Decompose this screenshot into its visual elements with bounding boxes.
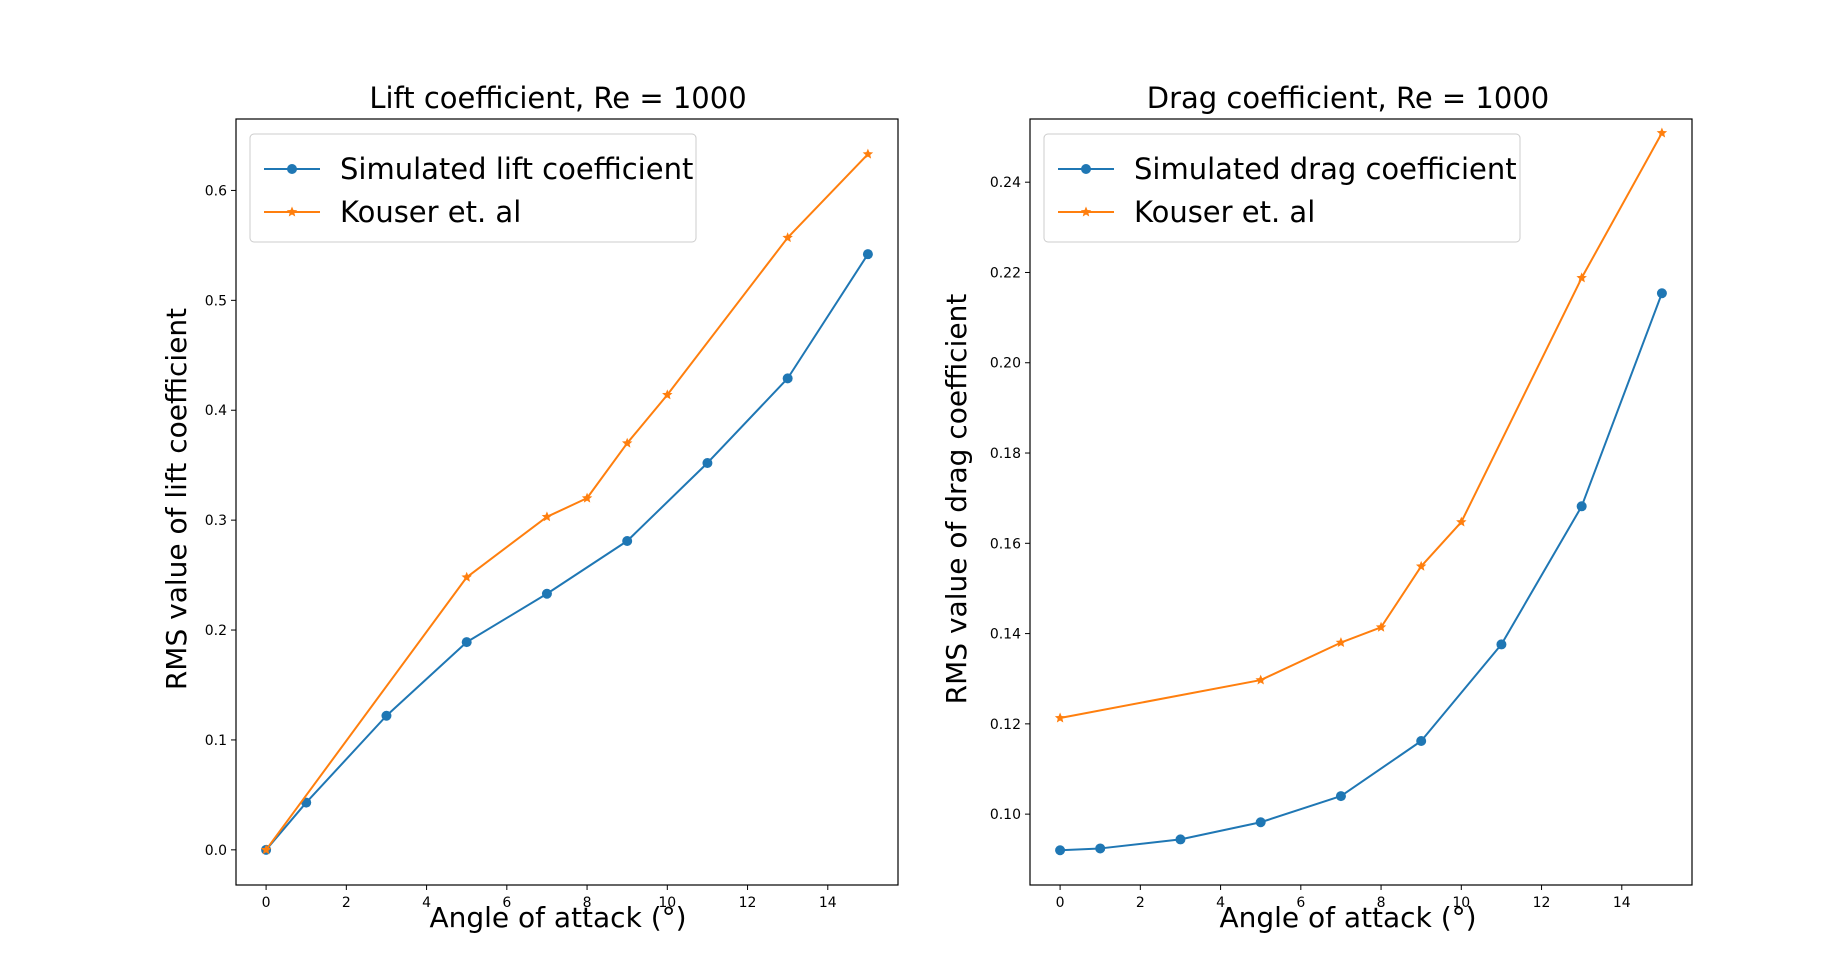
- series-line: [1060, 292, 1663, 852]
- y-tick-label: 0.16: [990, 536, 1021, 552]
- y-tick-label: 0.2: [205, 623, 227, 639]
- x-tick-label: 10: [1452, 895, 1470, 911]
- data-point: [541, 588, 552, 599]
- legend-box: [249, 133, 697, 243]
- data-point: [461, 571, 472, 582]
- data-point: [1456, 516, 1467, 527]
- drag-chart: Drag coefficient, Re = 1000 0 2 4 6 8 10 12 14 0…: [940, 81, 1693, 934]
- plot-frame: [1029, 118, 1693, 886]
- data-point: [1335, 637, 1347, 648]
- x-tick-label: 2: [1136, 895, 1145, 911]
- legend-label: Kouser et. al: [340, 195, 521, 229]
- data-point: [862, 249, 873, 260]
- y-axis-label: RMS value of drag coefficient: [940, 294, 973, 705]
- y-tick-label: 0.0: [205, 843, 227, 859]
- data-point: [581, 492, 593, 503]
- y-tick-label: 0.14: [990, 627, 1021, 643]
- legend-marker: [1080, 206, 1092, 217]
- data-point: [1656, 127, 1668, 138]
- data-point: [622, 536, 633, 547]
- series-0: [1055, 288, 1667, 856]
- series-line: [1059, 132, 1663, 719]
- x-tick-label: 4: [422, 895, 431, 911]
- data-point: [1255, 674, 1266, 685]
- data-point: [1416, 736, 1427, 747]
- data-point: [1375, 621, 1387, 632]
- data-point: [662, 389, 673, 400]
- data-point: [1415, 560, 1427, 571]
- data-point: [1175, 834, 1186, 845]
- legend-marker: [286, 206, 298, 217]
- y-tick-label: 0.20: [990, 356, 1021, 372]
- data-point: [1255, 817, 1266, 828]
- series-0: [261, 249, 873, 855]
- x-tick-label: 0: [1056, 895, 1065, 911]
- series-line: [265, 153, 869, 851]
- y-axis-label: RMS value of lift coefficient: [160, 308, 193, 690]
- y-tick-label: 0.22: [990, 265, 1021, 281]
- data-point: [1055, 845, 1066, 856]
- legend-label: Simulated drag coefficient: [1134, 152, 1517, 186]
- data-point: [541, 511, 553, 522]
- legend-label: Simulated lift coefficient: [340, 152, 693, 186]
- legend-box: [1043, 133, 1521, 243]
- data-point: [1095, 843, 1106, 854]
- x-tick-label: 6: [1296, 895, 1305, 911]
- data-point: [1335, 791, 1346, 802]
- data-point: [1656, 288, 1667, 299]
- x-tick-label: 14: [819, 895, 837, 911]
- x-tick-label: 12: [1533, 895, 1551, 911]
- data-point: [782, 232, 793, 243]
- y-tick-label: 0.5: [205, 293, 227, 309]
- x-tick-label: 4: [1216, 895, 1225, 911]
- series-1: [260, 148, 874, 855]
- x-tick-label: 12: [739, 895, 757, 911]
- y-tick-label: 0.18: [990, 446, 1021, 462]
- data-point: [461, 637, 472, 648]
- x-axis-label: Angle of attack (°): [429, 901, 686, 934]
- data-point: [702, 457, 713, 468]
- x-axis-label: Angle of attack (°): [1219, 901, 1476, 934]
- y-tick-label: 0.1: [205, 733, 227, 749]
- x-tick-label: 8: [583, 895, 592, 911]
- y-tick-label: 0.6: [205, 183, 227, 199]
- data-point: [1496, 639, 1507, 650]
- x-tick-label: 8: [1377, 895, 1386, 911]
- y-tick-label: 0.12: [990, 717, 1021, 733]
- data-point: [260, 844, 272, 855]
- legend-marker: [287, 164, 297, 174]
- data-point: [782, 373, 793, 384]
- x-tick-label: 0: [262, 895, 271, 911]
- data-point: [381, 710, 392, 721]
- x-tick-label: 14: [1613, 895, 1631, 911]
- x-tick-label: 6: [502, 895, 511, 911]
- series-1: [1054, 127, 1668, 723]
- data-point: [862, 148, 874, 159]
- y-tick-label: 0.3: [205, 513, 227, 529]
- lift-chart: Lift coefficient, Re = 1000 0 2 4 6 8 10 12 14 0…: [160, 81, 899, 934]
- legend-marker: [1081, 164, 1091, 174]
- y-tick-label: 0.10: [990, 807, 1021, 823]
- x-tick-label: 10: [658, 895, 676, 911]
- legend-label: Kouser et. al: [1134, 195, 1315, 229]
- plot-frame: [235, 118, 899, 886]
- y-tick-label: 0.24: [990, 175, 1021, 191]
- x-tick-label: 2: [342, 895, 351, 911]
- data-point: [1054, 712, 1066, 723]
- data-point: [1576, 272, 1587, 283]
- chart-title: Drag coefficient, Re = 1000: [1147, 81, 1549, 115]
- chart-title: Lift coefficient, Re = 1000: [369, 81, 746, 115]
- data-point: [621, 437, 633, 448]
- series-line: [265, 253, 869, 851]
- y-tick-label: 0.4: [205, 403, 227, 419]
- data-point: [1576, 501, 1587, 512]
